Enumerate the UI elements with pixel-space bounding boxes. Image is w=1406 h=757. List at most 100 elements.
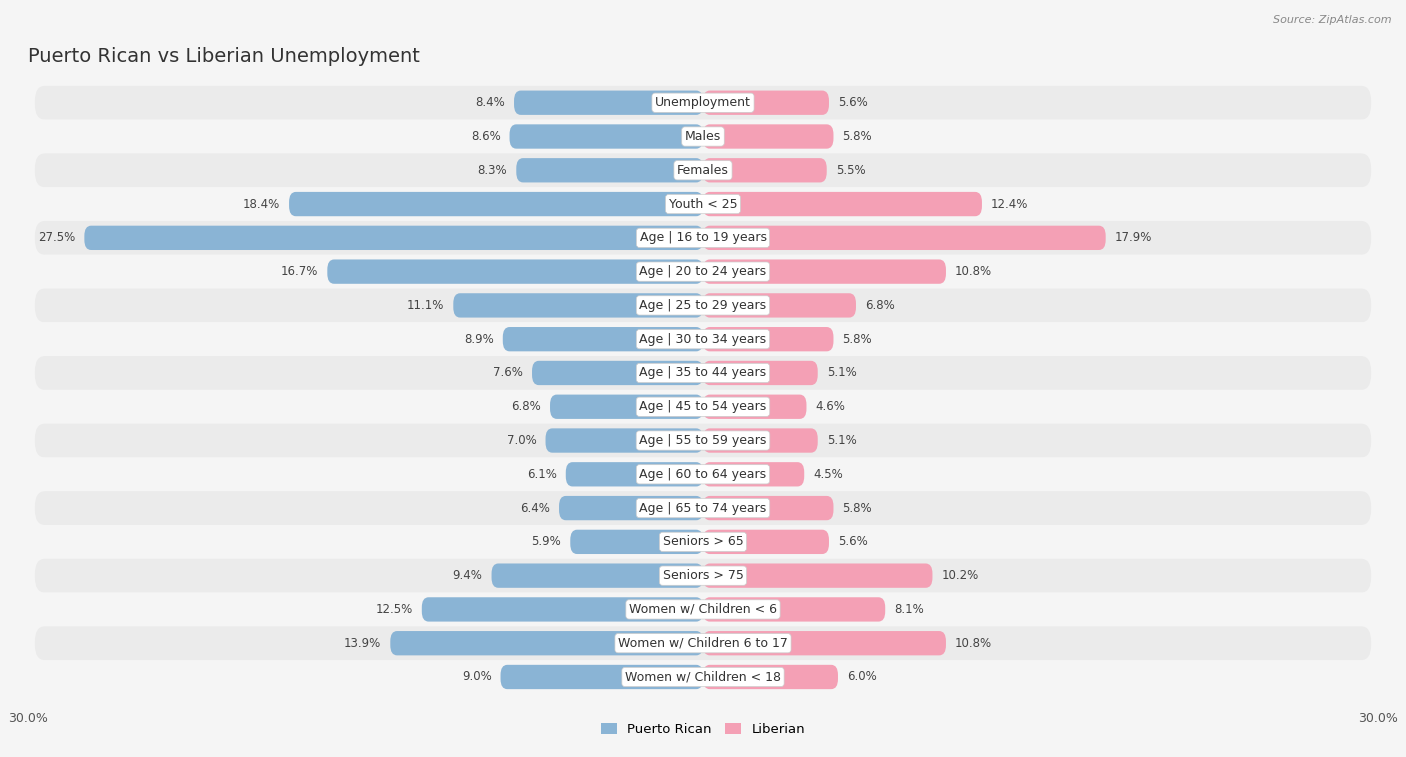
Text: 10.8%: 10.8% bbox=[955, 265, 993, 278]
FancyBboxPatch shape bbox=[391, 631, 703, 656]
FancyBboxPatch shape bbox=[546, 428, 703, 453]
FancyBboxPatch shape bbox=[703, 260, 946, 284]
Text: 5.6%: 5.6% bbox=[838, 535, 868, 548]
FancyBboxPatch shape bbox=[35, 86, 1371, 120]
Text: Age | 16 to 19 years: Age | 16 to 19 years bbox=[640, 232, 766, 245]
FancyBboxPatch shape bbox=[703, 124, 834, 148]
Text: 7.0%: 7.0% bbox=[506, 434, 537, 447]
Text: Youth < 25: Youth < 25 bbox=[669, 198, 737, 210]
Text: 18.4%: 18.4% bbox=[243, 198, 280, 210]
Text: Age | 25 to 29 years: Age | 25 to 29 years bbox=[640, 299, 766, 312]
FancyBboxPatch shape bbox=[503, 327, 703, 351]
FancyBboxPatch shape bbox=[35, 356, 1371, 390]
FancyBboxPatch shape bbox=[35, 593, 1371, 626]
Text: 8.9%: 8.9% bbox=[464, 332, 494, 346]
Text: 13.9%: 13.9% bbox=[344, 637, 381, 650]
FancyBboxPatch shape bbox=[453, 293, 703, 318]
FancyBboxPatch shape bbox=[703, 361, 818, 385]
FancyBboxPatch shape bbox=[703, 293, 856, 318]
Text: 5.1%: 5.1% bbox=[827, 366, 856, 379]
Text: Source: ZipAtlas.com: Source: ZipAtlas.com bbox=[1274, 15, 1392, 25]
Text: Women w/ Children < 6: Women w/ Children < 6 bbox=[628, 603, 778, 616]
FancyBboxPatch shape bbox=[703, 158, 827, 182]
Text: 6.8%: 6.8% bbox=[865, 299, 894, 312]
Text: 5.9%: 5.9% bbox=[531, 535, 561, 548]
FancyBboxPatch shape bbox=[35, 187, 1371, 221]
FancyBboxPatch shape bbox=[703, 327, 834, 351]
FancyBboxPatch shape bbox=[703, 91, 830, 115]
Text: Age | 60 to 64 years: Age | 60 to 64 years bbox=[640, 468, 766, 481]
FancyBboxPatch shape bbox=[703, 226, 1105, 250]
Text: 8.6%: 8.6% bbox=[471, 130, 501, 143]
FancyBboxPatch shape bbox=[35, 660, 1371, 694]
Text: Males: Males bbox=[685, 130, 721, 143]
Text: 27.5%: 27.5% bbox=[38, 232, 76, 245]
Text: 6.1%: 6.1% bbox=[527, 468, 557, 481]
FancyBboxPatch shape bbox=[35, 154, 1371, 187]
FancyBboxPatch shape bbox=[290, 192, 703, 217]
FancyBboxPatch shape bbox=[501, 665, 703, 689]
Text: 5.1%: 5.1% bbox=[827, 434, 856, 447]
FancyBboxPatch shape bbox=[571, 530, 703, 554]
FancyBboxPatch shape bbox=[35, 626, 1371, 660]
Text: 5.6%: 5.6% bbox=[838, 96, 868, 109]
FancyBboxPatch shape bbox=[550, 394, 703, 419]
Text: 12.5%: 12.5% bbox=[375, 603, 413, 616]
Text: 11.1%: 11.1% bbox=[406, 299, 444, 312]
FancyBboxPatch shape bbox=[703, 462, 804, 487]
FancyBboxPatch shape bbox=[703, 530, 830, 554]
Text: 9.4%: 9.4% bbox=[453, 569, 482, 582]
Text: Women w/ Children 6 to 17: Women w/ Children 6 to 17 bbox=[619, 637, 787, 650]
Text: 6.8%: 6.8% bbox=[512, 400, 541, 413]
Text: 5.8%: 5.8% bbox=[842, 332, 872, 346]
FancyBboxPatch shape bbox=[35, 390, 1371, 424]
Text: 8.1%: 8.1% bbox=[894, 603, 924, 616]
FancyBboxPatch shape bbox=[35, 288, 1371, 322]
FancyBboxPatch shape bbox=[515, 91, 703, 115]
Text: Seniors > 75: Seniors > 75 bbox=[662, 569, 744, 582]
FancyBboxPatch shape bbox=[703, 631, 946, 656]
Text: 6.0%: 6.0% bbox=[846, 671, 877, 684]
FancyBboxPatch shape bbox=[35, 491, 1371, 525]
Text: Age | 35 to 44 years: Age | 35 to 44 years bbox=[640, 366, 766, 379]
FancyBboxPatch shape bbox=[492, 563, 703, 587]
FancyBboxPatch shape bbox=[703, 597, 886, 621]
Text: Puerto Rican vs Liberian Unemployment: Puerto Rican vs Liberian Unemployment bbox=[28, 47, 420, 66]
FancyBboxPatch shape bbox=[35, 322, 1371, 356]
Text: 4.6%: 4.6% bbox=[815, 400, 845, 413]
FancyBboxPatch shape bbox=[35, 221, 1371, 255]
Text: 8.4%: 8.4% bbox=[475, 96, 505, 109]
Text: 10.8%: 10.8% bbox=[955, 637, 993, 650]
Text: Age | 30 to 34 years: Age | 30 to 34 years bbox=[640, 332, 766, 346]
Text: 4.5%: 4.5% bbox=[813, 468, 844, 481]
Text: 10.2%: 10.2% bbox=[942, 569, 979, 582]
FancyBboxPatch shape bbox=[35, 255, 1371, 288]
Text: Age | 45 to 54 years: Age | 45 to 54 years bbox=[640, 400, 766, 413]
FancyBboxPatch shape bbox=[328, 260, 703, 284]
FancyBboxPatch shape bbox=[703, 192, 981, 217]
Text: 17.9%: 17.9% bbox=[1115, 232, 1152, 245]
Text: Seniors > 65: Seniors > 65 bbox=[662, 535, 744, 548]
Text: 5.8%: 5.8% bbox=[842, 502, 872, 515]
FancyBboxPatch shape bbox=[422, 597, 703, 621]
Text: Unemployment: Unemployment bbox=[655, 96, 751, 109]
FancyBboxPatch shape bbox=[565, 462, 703, 487]
Text: Females: Females bbox=[678, 164, 728, 177]
Text: 7.6%: 7.6% bbox=[494, 366, 523, 379]
FancyBboxPatch shape bbox=[703, 394, 807, 419]
Text: Age | 55 to 59 years: Age | 55 to 59 years bbox=[640, 434, 766, 447]
FancyBboxPatch shape bbox=[703, 563, 932, 587]
Text: 5.8%: 5.8% bbox=[842, 130, 872, 143]
Text: Age | 20 to 24 years: Age | 20 to 24 years bbox=[640, 265, 766, 278]
Text: Age | 65 to 74 years: Age | 65 to 74 years bbox=[640, 502, 766, 515]
Text: 5.5%: 5.5% bbox=[835, 164, 865, 177]
Text: 16.7%: 16.7% bbox=[281, 265, 318, 278]
FancyBboxPatch shape bbox=[703, 496, 834, 520]
FancyBboxPatch shape bbox=[35, 120, 1371, 154]
FancyBboxPatch shape bbox=[531, 361, 703, 385]
FancyBboxPatch shape bbox=[509, 124, 703, 148]
FancyBboxPatch shape bbox=[703, 428, 818, 453]
Text: 8.3%: 8.3% bbox=[478, 164, 508, 177]
Text: 6.4%: 6.4% bbox=[520, 502, 550, 515]
Text: 9.0%: 9.0% bbox=[461, 671, 492, 684]
